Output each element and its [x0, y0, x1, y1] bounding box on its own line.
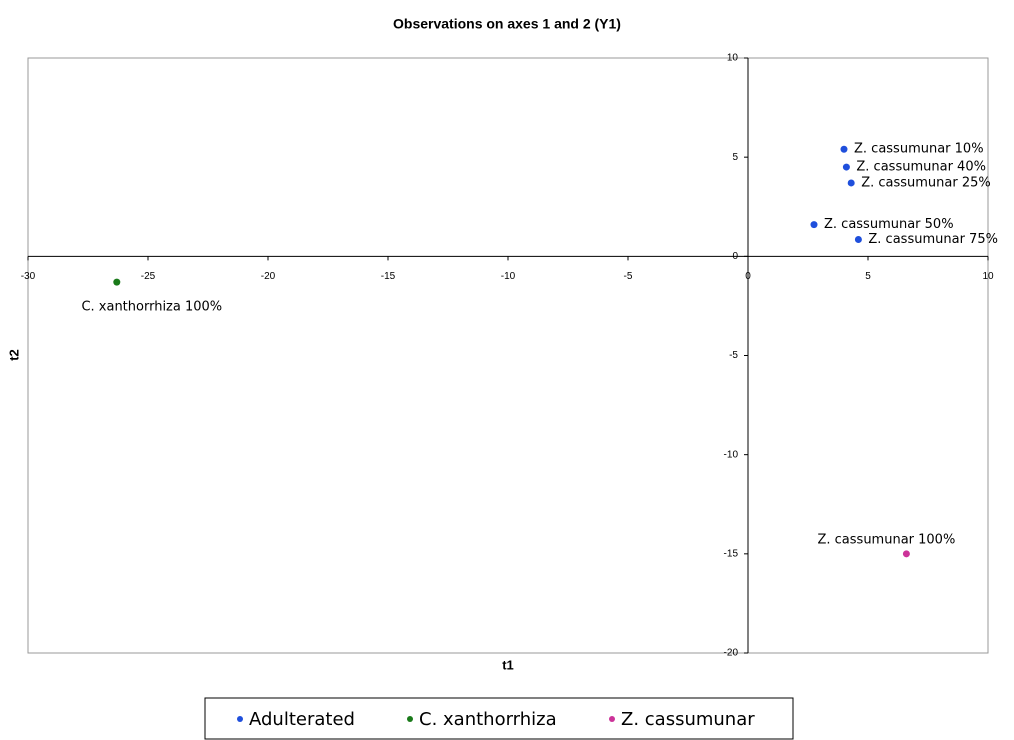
point — [847, 179, 855, 187]
x-tick-label: -5 — [624, 271, 633, 282]
legend-label: Z. cassumunar — [621, 709, 755, 730]
point — [902, 550, 910, 558]
y-tick-label: 5 — [732, 152, 738, 163]
legend-label: C. xanthorrhiza — [419, 709, 557, 730]
point — [854, 235, 862, 243]
point-label: Z. cassumunar 25% — [861, 175, 991, 190]
chart-title: Observations on axes 1 and 2 (Y1) — [393, 16, 621, 32]
legend-label: Adulterated — [249, 709, 355, 730]
x-tick-label: -20 — [261, 271, 276, 282]
point-label: Z. cassumunar 100% — [817, 532, 955, 547]
y-tick-label: 10 — [727, 53, 739, 64]
legend-marker — [407, 716, 413, 722]
x-tick-label: -15 — [381, 271, 396, 282]
x-tick-label: 10 — [982, 271, 994, 282]
y-tick-label: -5 — [729, 350, 738, 361]
y-tick-label: -20 — [724, 648, 739, 659]
x-tick-label: -25 — [141, 271, 156, 282]
plot-area — [27, 57, 989, 654]
x-tick-label: 5 — [865, 271, 871, 282]
point — [842, 163, 850, 171]
x-tick-label: -30 — [21, 271, 36, 282]
legend-marker — [609, 716, 615, 722]
point — [113, 278, 121, 286]
y-tick-label: -10 — [724, 449, 739, 460]
x-axis-title: t1 — [502, 657, 514, 672]
point-label: Z. cassumunar 75% — [868, 232, 998, 247]
x-tick-label: 0 — [745, 271, 751, 282]
y-tick-label: 0 — [732, 251, 738, 262]
point — [810, 221, 818, 229]
x-tick-label: -10 — [501, 271, 516, 282]
point-label: Z. cassumunar 10% — [854, 142, 984, 157]
legend-marker — [237, 716, 243, 722]
point — [840, 145, 848, 153]
y-tick-label: -15 — [724, 548, 739, 559]
point-label: C. xanthorrhiza 100% — [81, 300, 222, 315]
point-label: Z. cassumunar 40% — [856, 160, 986, 175]
legend-box — [204, 697, 794, 740]
point-label: Z. cassumunar 50% — [824, 217, 954, 232]
y-axis-title: t2 — [6, 349, 21, 361]
